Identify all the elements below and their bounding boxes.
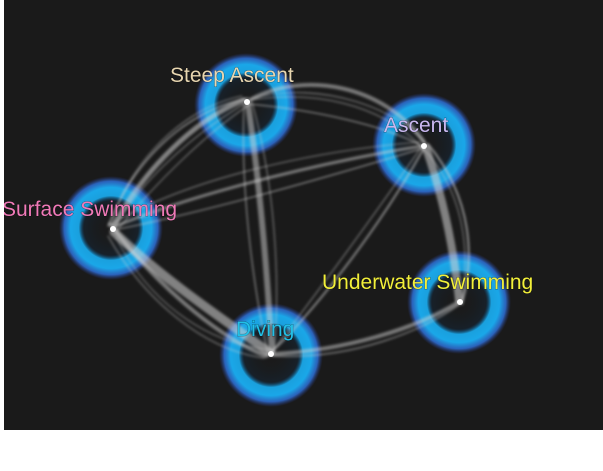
edge-steep-diving-c xyxy=(251,101,277,353)
behavior-transition-diagram: Steep Ascent Ascent Surface Swimming Und… xyxy=(4,53,534,407)
edge-diving-underwater xyxy=(272,300,461,356)
label-diving: Diving xyxy=(236,318,294,341)
edge-steep-ascent-top xyxy=(248,82,426,144)
edge-surface-steep-c xyxy=(118,103,251,229)
edge-surface-diving-c xyxy=(107,235,265,359)
edge-steep-ascent-c xyxy=(251,92,427,145)
edge-ascent-underwater xyxy=(422,144,463,304)
edge-surface-ascent-b xyxy=(113,147,425,231)
edge-surface-steep xyxy=(111,97,247,228)
edge-surface-ascent xyxy=(114,144,424,228)
edge-steep-surface-arc xyxy=(113,103,245,231)
edge-ascent-diving xyxy=(271,147,425,353)
edge-steep-diving-b xyxy=(242,103,269,355)
node-center-surface-swimming xyxy=(110,226,116,232)
edge-ascent-diving-b xyxy=(269,145,423,355)
node-center-ascent xyxy=(421,143,427,149)
node-centers xyxy=(110,99,463,357)
node-labels: Steep Ascent Ascent Surface Swimming Und… xyxy=(4,64,534,342)
transition-edges xyxy=(107,82,470,359)
edge-surface-steep-d xyxy=(111,95,243,223)
node-center-underwater-swimming xyxy=(457,299,463,305)
node-center-diving xyxy=(268,351,274,357)
edge-steep-underwater-arc xyxy=(249,96,466,301)
node-center-steep-ascent xyxy=(244,99,250,105)
edge-surface-diving-d xyxy=(115,237,273,351)
edge-steep-diving xyxy=(245,101,275,355)
label-ascent: Ascent xyxy=(384,114,448,137)
edge-steep-ascent-b xyxy=(247,103,423,147)
edge-surface-ascent-c xyxy=(111,141,421,225)
edge-ascent-underwater-b xyxy=(427,143,470,305)
edge-diving-underwater-b xyxy=(271,303,461,357)
edge-surface-diving-b xyxy=(108,222,268,358)
caption-cutoff-strip xyxy=(0,450,603,471)
label-steep-ascent: Steep Ascent xyxy=(170,64,294,87)
label-underwater-swimming: Underwater Swimming xyxy=(322,271,533,294)
label-surface-swimming: Surface Swimming xyxy=(4,198,177,221)
